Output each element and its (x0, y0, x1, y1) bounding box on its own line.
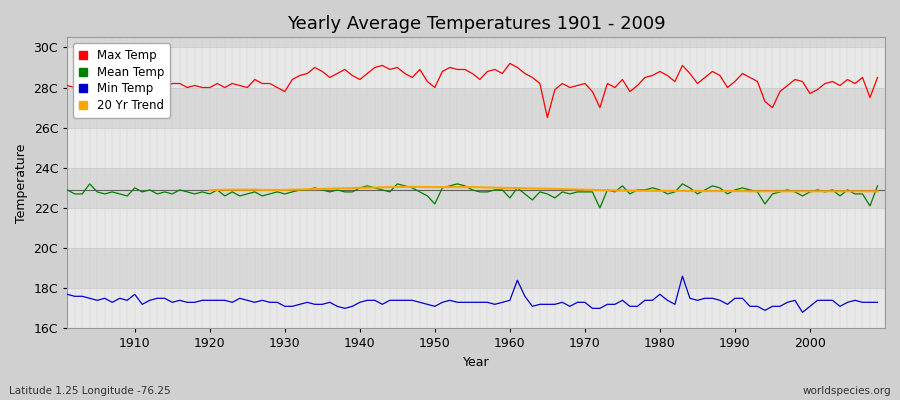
Text: worldspecies.org: worldspecies.org (803, 386, 891, 396)
Bar (68, 248, 885, 288)
Bar (68, 168, 885, 208)
Bar (68, 288, 885, 328)
Bar (68, 37, 885, 47)
Bar (68, 128, 885, 168)
Y-axis label: Temperature: Temperature (15, 143, 28, 222)
Title: Yearly Average Temperatures 1901 - 2009: Yearly Average Temperatures 1901 - 2009 (287, 15, 665, 33)
X-axis label: Year: Year (463, 356, 490, 369)
Bar (68, 88, 885, 128)
Legend: Max Temp, Mean Temp, Min Temp, 20 Yr Trend: Max Temp, Mean Temp, Min Temp, 20 Yr Tre… (73, 43, 170, 118)
Bar (68, 208, 885, 248)
Bar (68, 47, 885, 88)
Text: Latitude 1.25 Longitude -76.25: Latitude 1.25 Longitude -76.25 (9, 386, 171, 396)
